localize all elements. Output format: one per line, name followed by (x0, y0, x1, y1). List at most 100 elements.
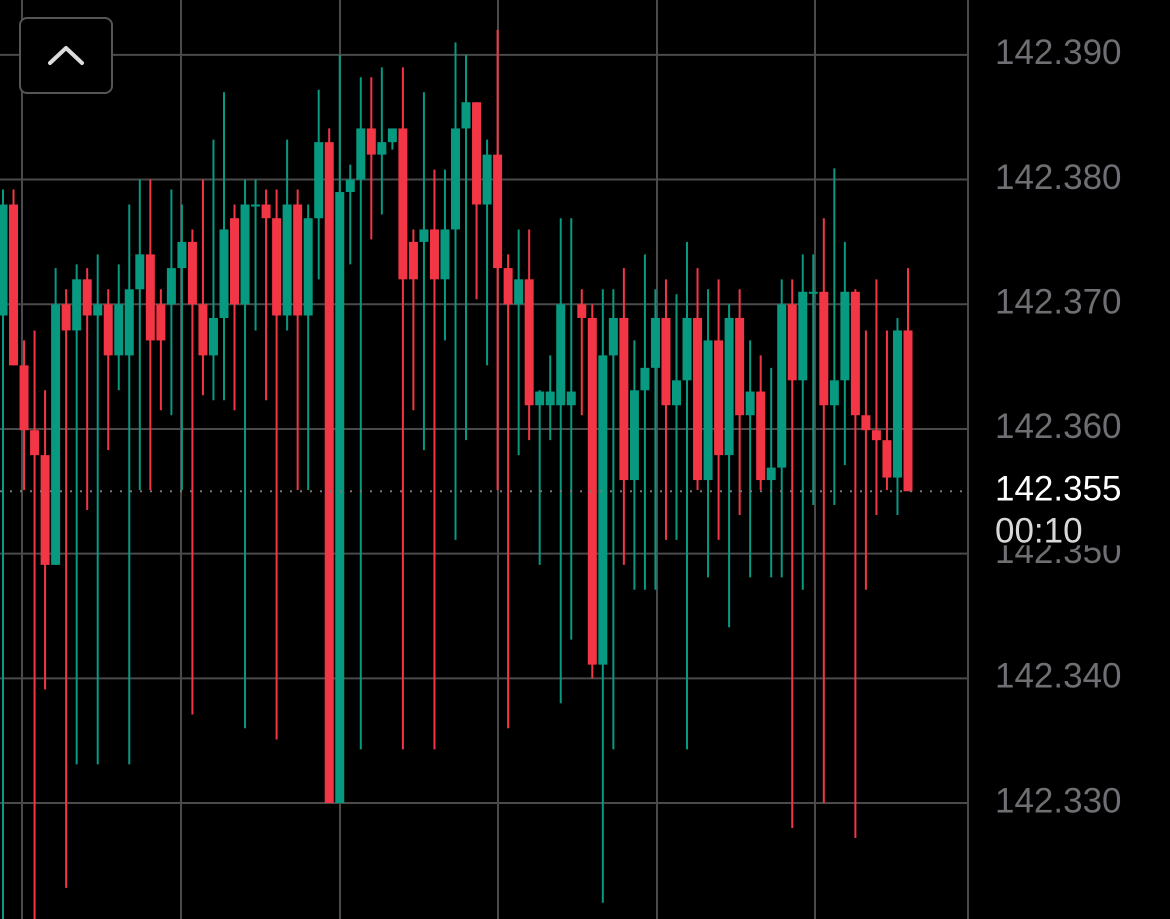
candle-body (629, 390, 639, 481)
candle-body (766, 467, 776, 481)
y-tick-label: 142.340 (995, 657, 1122, 696)
candle-body (93, 304, 103, 316)
candle-body (650, 317, 660, 368)
candle-body (461, 102, 471, 129)
candle-body (0, 204, 8, 316)
candle-body (524, 279, 534, 406)
candle-body (903, 330, 913, 492)
collapse-button[interactable] (19, 17, 113, 94)
candle-body (135, 254, 145, 290)
candle-body (598, 355, 608, 665)
candle-body (366, 128, 376, 155)
candle-body (577, 304, 587, 318)
candle-body (103, 304, 113, 356)
candle-body (777, 304, 787, 468)
candle-body (335, 192, 345, 804)
candle-body (145, 254, 155, 341)
candle-body (219, 229, 229, 318)
chevron-up-icon[interactable] (48, 46, 84, 65)
candle-body (345, 179, 355, 193)
candle-body (756, 391, 766, 481)
candle-body (293, 204, 303, 316)
candle-body (40, 455, 50, 565)
candle-body (30, 430, 40, 456)
candle-body (671, 380, 681, 406)
candle-body (587, 317, 597, 665)
candle-body (19, 365, 29, 431)
candle-body (408, 241, 418, 280)
candle-body (724, 317, 734, 456)
candle-body (451, 128, 460, 230)
candle-body (272, 218, 282, 316)
y-tick-label: 142.330 (995, 781, 1122, 820)
candle-body (314, 142, 324, 219)
current-price-label: 142.355 (995, 470, 1122, 509)
candle-body (124, 289, 134, 356)
candle-body (240, 204, 250, 305)
plot (0, 29, 968, 919)
y-tick-label: 142.380 (995, 158, 1122, 197)
candle-body (282, 204, 292, 316)
candle-body (640, 367, 650, 391)
y-tick-label: 142.360 (995, 407, 1122, 446)
candle-body (787, 304, 797, 381)
candle-body (850, 291, 860, 416)
candle-body (82, 279, 92, 316)
candle-body (871, 430, 881, 441)
candle-body (251, 204, 261, 207)
candle-body (187, 241, 197, 305)
candle-body (545, 391, 555, 406)
candle-body (440, 229, 450, 280)
candle-body (429, 229, 439, 280)
y-tick-label: 142.390 (995, 33, 1122, 72)
candle-body (608, 317, 618, 356)
candle-body (798, 291, 808, 381)
candle-body (324, 142, 334, 804)
candle-body (619, 317, 629, 481)
candle-body (514, 279, 524, 305)
candle-body (230, 218, 240, 305)
candle-body (840, 291, 850, 381)
candle-body (819, 291, 829, 406)
candle-body (419, 229, 429, 242)
candle-body (829, 380, 839, 406)
candle-body (9, 204, 19, 366)
candle-body (735, 317, 745, 416)
candle-body (682, 317, 692, 381)
candle-body (808, 291, 818, 294)
candle-body (693, 317, 703, 481)
candle-body (745, 391, 755, 416)
candle-body (356, 128, 366, 180)
candle-body (51, 304, 61, 565)
candle-body (892, 330, 902, 478)
candle-body (177, 241, 187, 269)
candle-body (472, 102, 482, 205)
candle-body (882, 440, 892, 478)
candle-body (482, 154, 492, 205)
candle-body (114, 304, 124, 356)
candle-body (156, 304, 166, 341)
candle-body (198, 304, 208, 356)
candle-body (398, 128, 408, 280)
current-price-box (985, 467, 1170, 546)
candle-body (661, 317, 671, 406)
candle-body (377, 142, 387, 155)
candle-body (72, 279, 82, 331)
button-frame[interactable] (19, 17, 113, 94)
candle-body (261, 204, 271, 219)
candle-body (208, 317, 218, 356)
y-tick-label: 142.370 (995, 283, 1122, 322)
countdown-label: 00:10 (995, 512, 1083, 551)
candle-body (556, 304, 566, 406)
candle-body (303, 218, 313, 316)
candle-body (566, 391, 576, 406)
candle-body (493, 154, 503, 269)
candle-body (166, 268, 176, 305)
candle-body (535, 391, 545, 406)
candle-body (61, 304, 71, 331)
candle-body (387, 128, 397, 143)
candle-body (714, 340, 724, 456)
